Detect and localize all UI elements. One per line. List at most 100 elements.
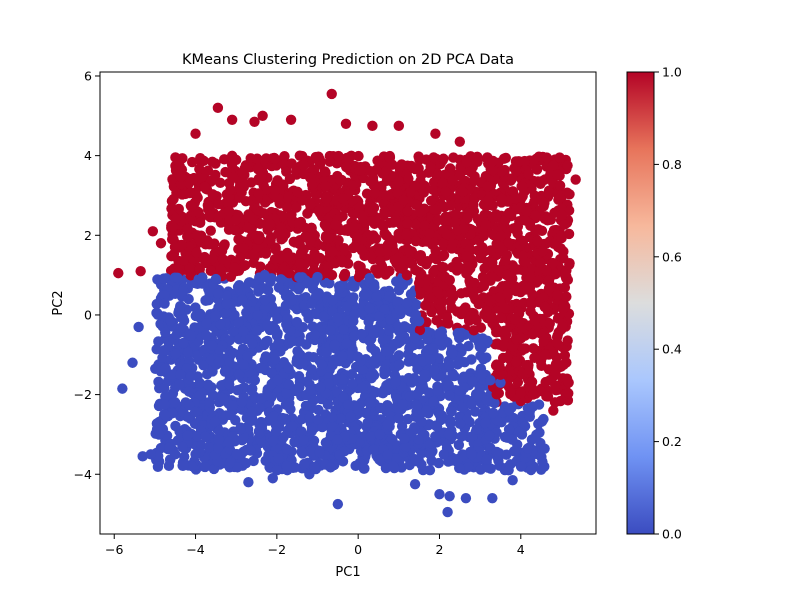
scatter-point — [348, 221, 360, 233]
scatter-point — [537, 245, 548, 257]
scatter-point — [326, 420, 338, 432]
scatter-point — [491, 446, 502, 458]
scatter-point — [544, 318, 555, 329]
scatter-point — [420, 300, 431, 311]
scatter-point — [456, 431, 467, 442]
scatter-point — [368, 328, 379, 339]
scatter-point — [383, 325, 395, 336]
scatter-point — [127, 357, 138, 368]
scatter-point — [499, 302, 511, 314]
scatter-point — [182, 223, 193, 235]
scatter-point — [342, 399, 354, 410]
scatter-point — [327, 295, 338, 306]
scatter-point — [358, 289, 370, 301]
scatter-point — [550, 268, 561, 280]
scatter-point — [365, 431, 376, 442]
scatter-point — [243, 477, 254, 488]
scatter-point — [411, 400, 423, 411]
scatter-point — [334, 449, 345, 461]
scatter-point — [273, 453, 284, 465]
scatter-point — [507, 434, 518, 445]
scatter-point — [430, 431, 441, 442]
scatter-point — [502, 288, 514, 299]
scatter-point — [396, 159, 407, 170]
scatter-point — [282, 251, 293, 262]
scatter-point — [203, 441, 215, 453]
scatter-point — [327, 246, 338, 257]
scatter-point — [306, 222, 317, 234]
scatter-point — [390, 214, 401, 225]
scatter-point — [294, 272, 305, 283]
scatter-point — [352, 231, 363, 243]
scatter-point — [294, 336, 306, 347]
scatter-point — [522, 443, 533, 454]
scatter-point — [447, 370, 458, 382]
scatter-point — [184, 262, 195, 274]
scatter-point — [537, 415, 548, 426]
scatter-point — [182, 430, 193, 441]
scatter-point — [309, 329, 320, 341]
scatter-point — [212, 288, 224, 299]
scatter-point — [410, 309, 422, 321]
scatter-point — [343, 153, 354, 164]
scatter-point — [355, 165, 367, 176]
scatter-point — [245, 445, 257, 456]
scatter-point — [212, 442, 224, 454]
scatter-point — [246, 406, 258, 417]
scatter-point — [519, 215, 530, 226]
scatter-point — [255, 171, 267, 183]
scatter-point — [298, 434, 309, 446]
scatter-point — [530, 225, 541, 237]
scatter-point — [361, 188, 373, 199]
scatter-point — [218, 393, 229, 405]
scatter-point — [521, 206, 533, 217]
scatter-point — [246, 338, 258, 349]
scatter-point — [243, 277, 255, 289]
scatter-point — [503, 237, 514, 248]
scatter-point — [301, 278, 312, 289]
scatter-point — [374, 247, 386, 258]
scatter-point — [159, 298, 170, 309]
scatter-point — [259, 294, 271, 306]
scatter-point — [133, 321, 144, 333]
scatter-point — [462, 212, 473, 224]
scatter-point — [200, 295, 211, 306]
scatter-point — [559, 219, 570, 230]
scatter-point — [262, 335, 273, 347]
scatter-point — [213, 356, 225, 368]
scatter-point — [501, 249, 513, 261]
scatter-point — [165, 315, 176, 326]
scatter-point — [438, 153, 449, 164]
scatter-point — [207, 156, 218, 168]
scatter-point — [444, 274, 455, 286]
scatter-point — [397, 279, 409, 291]
scatter-point — [487, 164, 499, 176]
scatter-point — [443, 428, 455, 440]
scatter-point — [412, 388, 423, 400]
scatter-point — [202, 165, 214, 176]
scatter-point — [306, 364, 317, 375]
scatter-point — [310, 151, 322, 163]
scatter-point — [413, 434, 424, 445]
scatter-point — [232, 462, 243, 473]
scatter-point — [354, 266, 366, 278]
y-tick-label: 2 — [84, 228, 92, 243]
scatter-point — [380, 346, 391, 357]
scatter-point — [454, 385, 465, 396]
scatter-point — [170, 449, 181, 460]
scatter-point — [217, 254, 229, 265]
scatter-point — [252, 164, 264, 175]
scatter-point — [467, 431, 478, 443]
scatter-point — [185, 371, 197, 382]
scatter-point — [323, 232, 334, 244]
scatter-point — [346, 295, 358, 306]
scatter-point — [194, 308, 206, 320]
scatter-point — [325, 325, 336, 336]
scatter-point — [338, 324, 349, 335]
scatter-point — [425, 448, 437, 459]
scatter-point — [487, 492, 498, 504]
scatter-point — [285, 114, 297, 125]
scatter-point — [321, 267, 332, 279]
scatter-point — [200, 431, 211, 442]
scatter-point — [221, 290, 232, 301]
